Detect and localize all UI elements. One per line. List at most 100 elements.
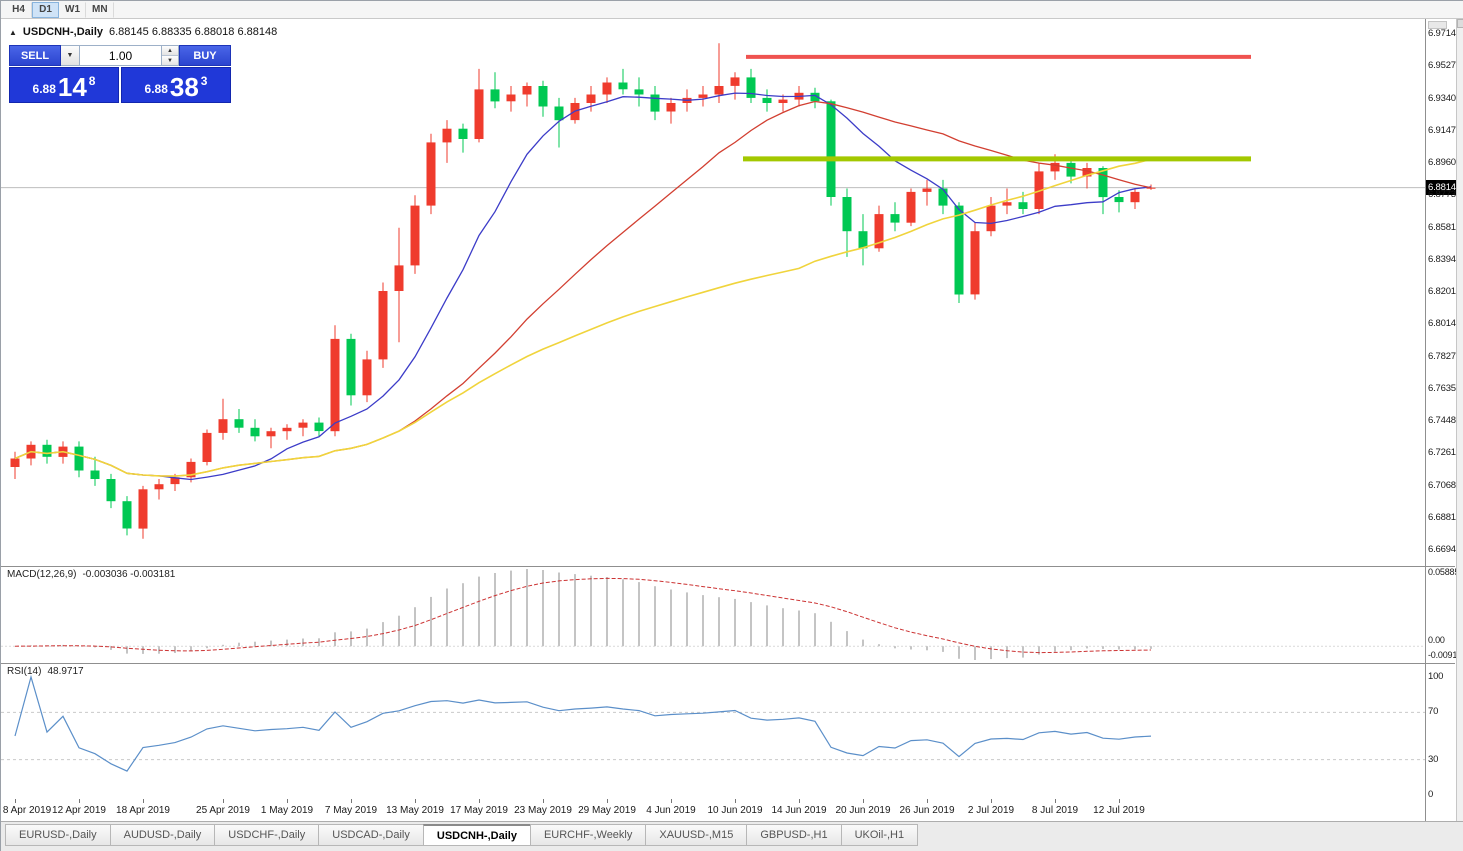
one-click-trading-panel: SELL ▼ ▲ ▼ BUY 6.88 14 8 6.88 38 3 [9, 45, 231, 103]
price-chart-area[interactable] [1, 19, 1425, 566]
macd-axis[interactable]: 0.058851 0.00 -0.009116 [1426, 566, 1463, 663]
date-axis[interactable]: 8 Apr 2019 12 Apr 2019 18 Apr 2019 25 Apr 2… [1, 799, 1455, 821]
macd-axis-label: 0.058851 [1428, 567, 1463, 577]
ma-fast-blue [14, 92, 1152, 481]
symbol-tab-eurchf-weekly[interactable]: EURCHF-,Weekly [529, 824, 646, 846]
date-tick [479, 799, 480, 803]
candlestick-series [10, 43, 1156, 539]
price-axis-label: 6.82015 [1428, 286, 1461, 297]
date-tick [607, 799, 608, 803]
price-axis-label: 6.95270 [1428, 60, 1461, 72]
price-chart-canvas[interactable] [1, 19, 1425, 566]
date-label: 4 Jun 2019 [646, 805, 696, 816]
rsi-axis-label: 30 [1428, 753, 1439, 765]
timeframe-button-d1[interactable]: D1 [32, 1, 59, 18]
rsi-canvas[interactable] [1, 663, 1425, 799]
price-axis[interactable]: 6.88148 6.97140 6.95270 6.93400 6.91475 6.89… [1426, 19, 1463, 566]
symbol-tab-usdcnh-daily[interactable]: USDCNH-,Daily [422, 824, 530, 846]
sell-button[interactable]: SELL [9, 45, 61, 66]
rsi-axis-label: 0 [1428, 789, 1434, 800]
current-price-badge: 6.88148 [1426, 179, 1463, 195]
rsi-panel[interactable] [1, 663, 1425, 799]
rsi-label: RSI(14) 48.9717 [7, 666, 84, 677]
price-axis-label: 6.89605 [1428, 157, 1461, 168]
price-axis-label: 6.83940 [1428, 253, 1461, 265]
rsi-axis-label: 100 [1428, 671, 1444, 682]
symbol-tab-usdcad-daily[interactable]: USDCAD-,Daily [318, 824, 423, 846]
macd-axis-label: 0.00 [1428, 635, 1445, 646]
symbol-tabs: EURUSD-,Daily AUDUSD-,Daily USDCHF-,Daily U… [5, 824, 919, 846]
macd-label: MACD(12,26,9) -0.003036 -0.003181 [7, 569, 175, 580]
date-tick [351, 799, 352, 803]
sell-price-display[interactable]: 6.88 14 8 [9, 67, 119, 103]
macd-canvas[interactable] [1, 566, 1425, 663]
price-axis-label: 6.72610 [1428, 447, 1461, 459]
date-tick [735, 799, 736, 803]
date-label: 25 Apr 2019 [196, 805, 250, 816]
sell-price-base: 6.88 [32, 82, 56, 96]
symbol-tab-usdchf-daily[interactable]: USDCHF-,Daily [214, 824, 319, 846]
symbol-tab-xauusd-m15[interactable]: XAUUSD-,M15 [645, 824, 747, 846]
axis-vertical-separator [1425, 19, 1426, 821]
date-label: 8 Apr 2019 [2, 805, 52, 816]
volume-input[interactable] [80, 45, 162, 66]
buy-price-point: 3 [200, 74, 208, 88]
date-tick [671, 799, 672, 803]
date-tick [15, 799, 16, 803]
volume-stepper: ▲ ▼ [162, 45, 179, 66]
date-tick [543, 799, 544, 803]
date-label: 13 May 2019 [386, 805, 444, 816]
chart-symbol-label: USDCNH-,Daily [22, 26, 103, 38]
date-tick [927, 799, 928, 803]
timeframe-button-mn[interactable]: MN [86, 1, 114, 18]
symbol-tab-gbpusd-h1[interactable]: GBPUSD-,H1 [746, 824, 841, 846]
timeframe-button-h4[interactable]: H4 [5, 1, 32, 18]
chart-ohlc-values: 6.88145 6.88335 6.88018 6.88148 [109, 26, 278, 38]
rsi-axis[interactable]: 100 70 30 0 [1426, 663, 1463, 800]
date-label: 14 Jun 2019 [771, 805, 827, 816]
price-axis-label: 6.93400 [1428, 92, 1461, 104]
date-tick [143, 799, 144, 803]
date-label: 10 Jun 2019 [707, 805, 763, 816]
rsi-value: 48.9717 [47, 666, 84, 677]
scroll-up-button[interactable] [1457, 19, 1463, 28]
date-tick [1119, 799, 1120, 803]
macd-name: MACD(12,26,9) [7, 569, 77, 580]
price-axis-label: 6.70685 [1428, 479, 1461, 491]
date-tick [287, 799, 288, 803]
volume-up-icon[interactable]: ▲ [162, 46, 178, 55]
panel-splitter[interactable] [1, 566, 1455, 567]
timeframe-button-w1[interactable]: W1 [59, 1, 86, 18]
date-label: 20 Jun 2019 [835, 805, 891, 816]
price-axis-label: 6.87735 [1428, 189, 1461, 201]
vertical-scrollbar[interactable] [1456, 19, 1463, 851]
macd-values: -0.003036 -0.003181 [82, 569, 176, 580]
date-tick [79, 799, 80, 803]
date-label: 2 Jul 2019 [967, 805, 1015, 816]
buy-price-base: 6.88 [144, 82, 168, 96]
buy-price-pips: 38 [169, 72, 199, 102]
panel-splitter[interactable] [1, 663, 1455, 664]
price-axis-label: 6.66945 [1428, 544, 1461, 555]
ma-slow-yellow [14, 158, 1152, 477]
date-label: 12 Jul 2019 [1093, 805, 1145, 816]
symbol-tab-ukoil-h1[interactable]: UKOil-,H1 [840, 824, 919, 846]
volume-down-icon[interactable]: ▼ [162, 55, 178, 65]
price-axis-label: 6.68815 [1428, 511, 1461, 523]
date-label: 23 May 2019 [514, 805, 572, 816]
price-axis-label: 6.76350 [1428, 382, 1461, 394]
symbol-tabbar: EURUSD-,Daily AUDUSD-,Daily USDCHF-,Daily U… [1, 821, 1463, 851]
symbol-tab-eurusd-daily[interactable]: EURUSD-,Daily [5, 824, 110, 846]
date-tick [1055, 799, 1056, 803]
volume-dropdown-icon[interactable]: ▼ [61, 45, 80, 66]
date-tick [991, 799, 992, 803]
sell-price-point: 8 [88, 74, 96, 88]
buy-price-display[interactable]: 6.88 38 3 [121, 67, 231, 103]
price-axis-label: 6.85810 [1428, 221, 1461, 233]
macd-panel[interactable] [1, 566, 1425, 663]
buy-button[interactable]: BUY [179, 45, 231, 66]
symbol-tab-audusd-daily[interactable]: AUDUSD-,Daily [109, 824, 215, 846]
date-tick [863, 799, 864, 803]
collapse-panel-icon[interactable]: ▲ [9, 27, 17, 37]
price-axis-label: 6.78275 [1428, 350, 1461, 362]
